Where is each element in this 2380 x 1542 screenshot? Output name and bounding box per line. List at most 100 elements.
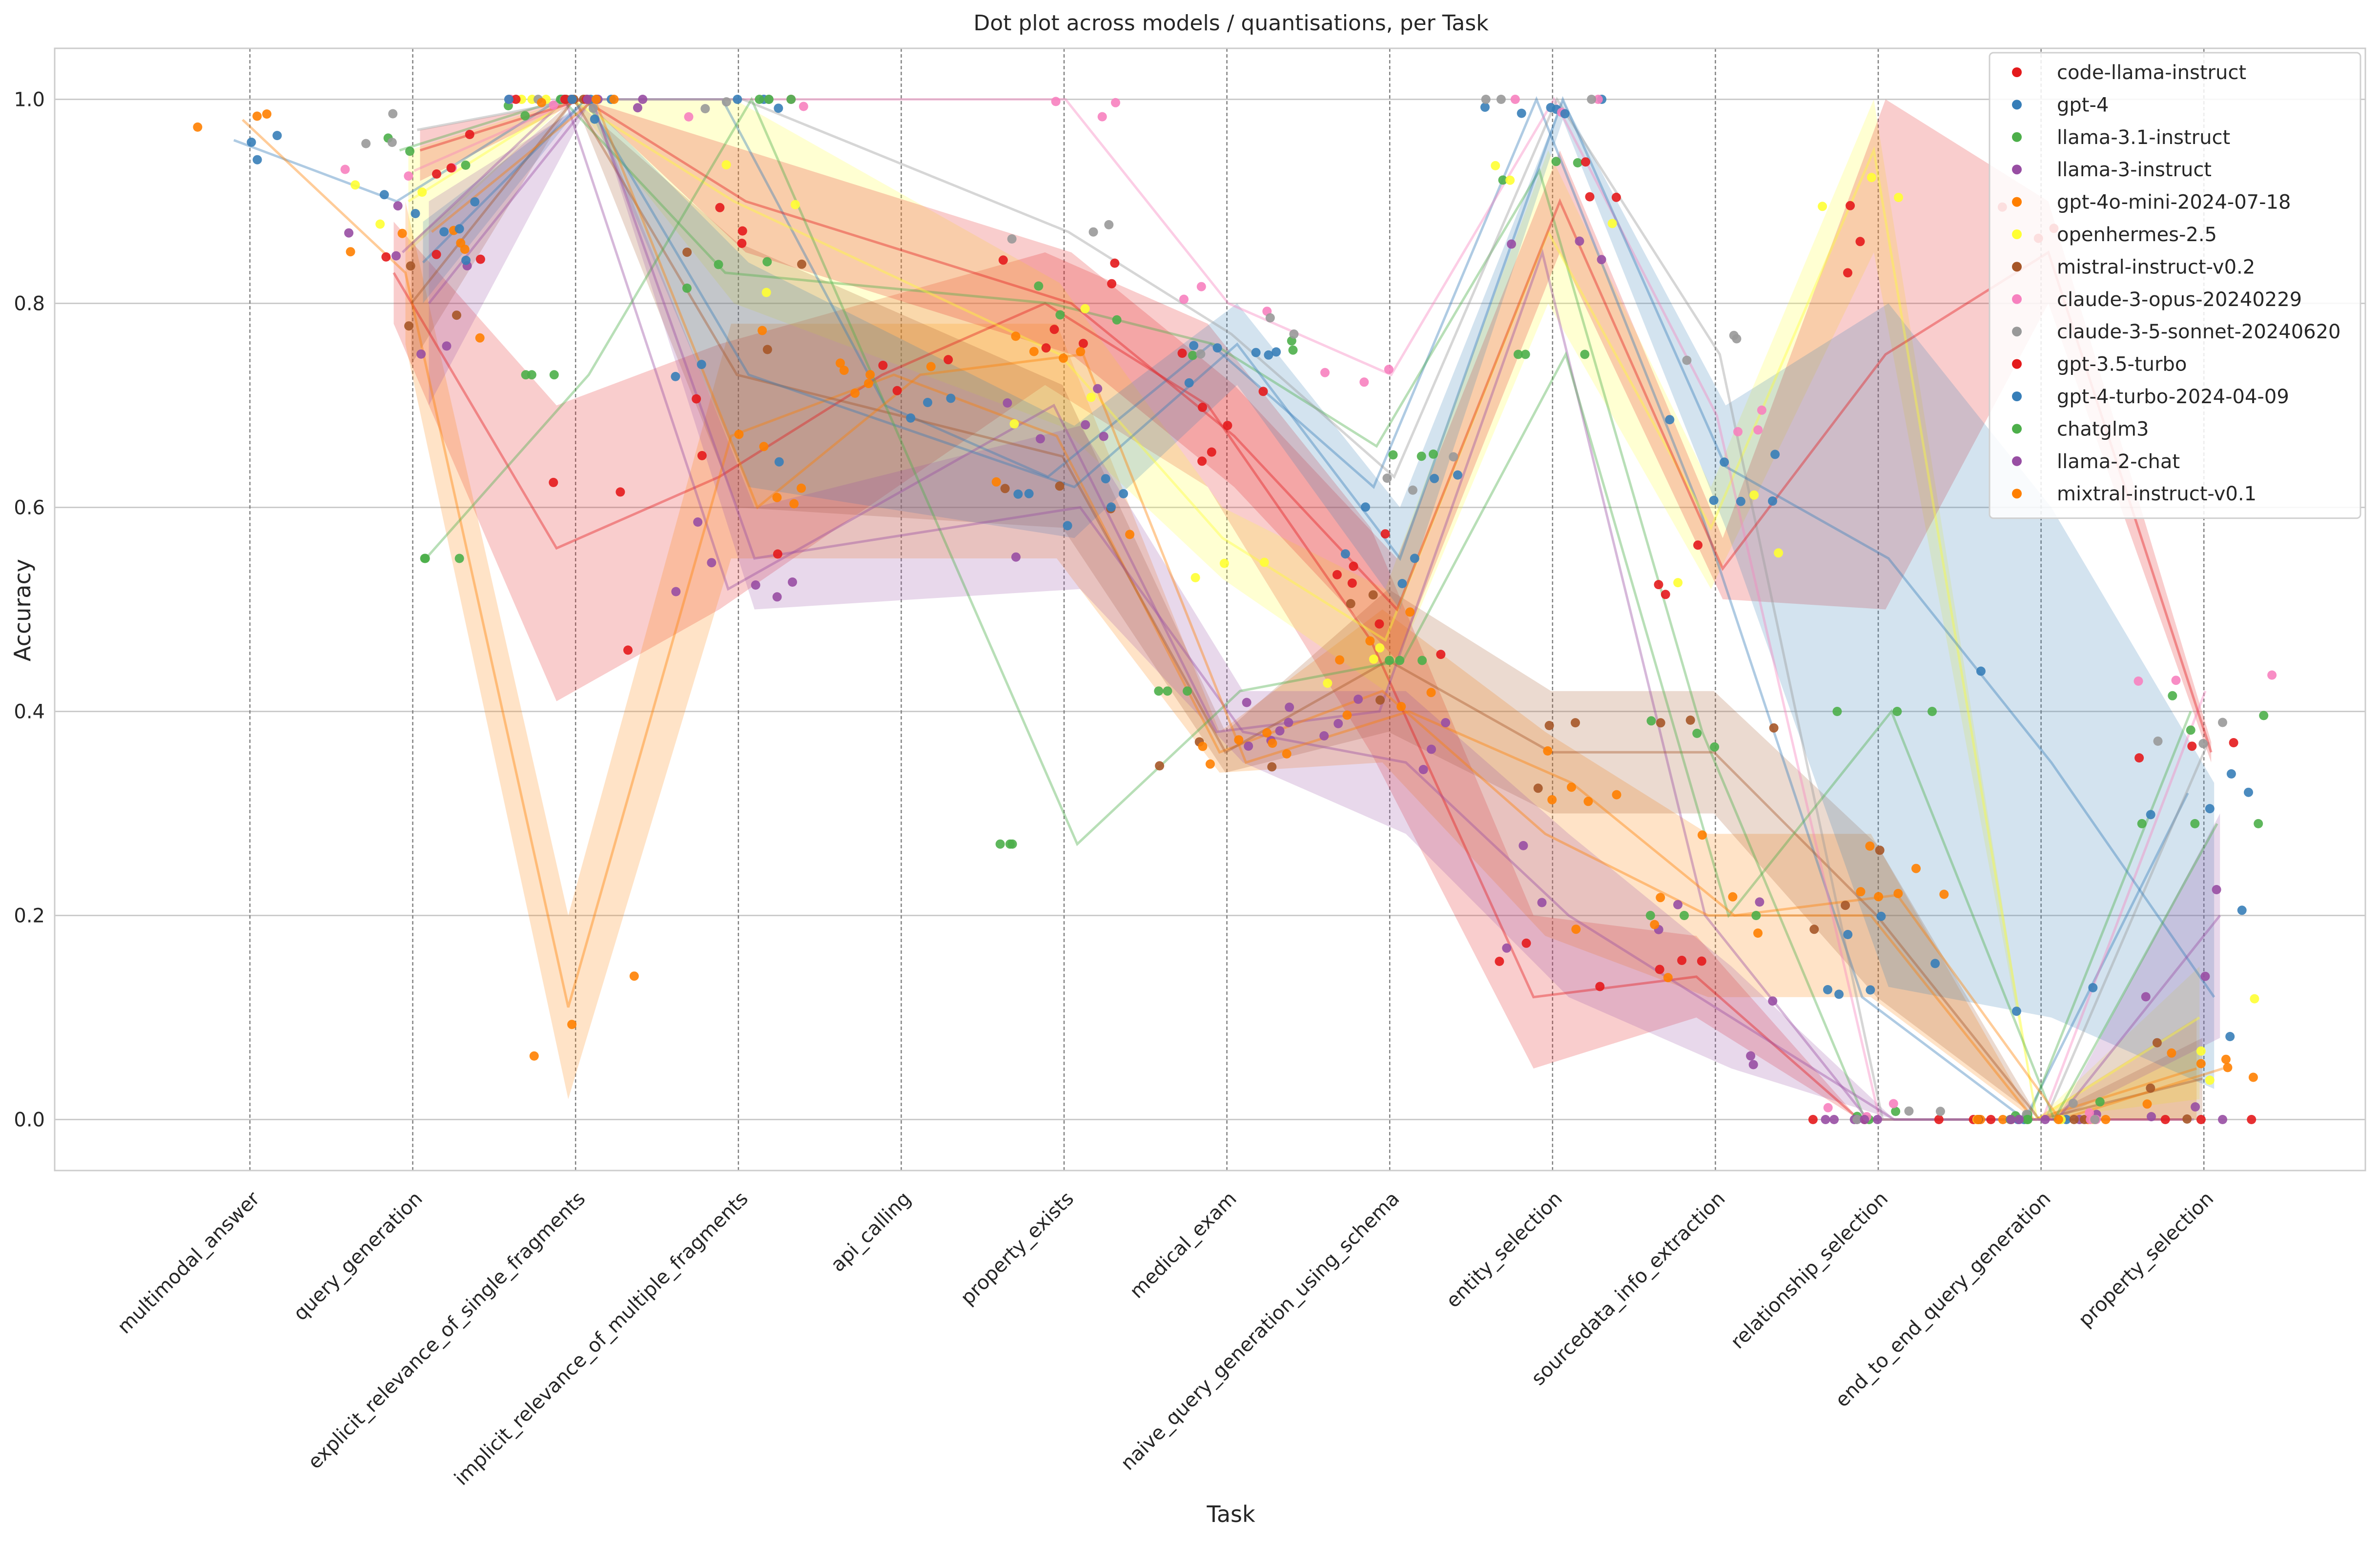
data-point	[1677, 956, 1687, 965]
data-point	[1408, 485, 1417, 495]
data-point	[772, 592, 782, 602]
data-point	[1205, 759, 1215, 769]
confidence-band	[393, 222, 2185, 1120]
data-point	[406, 261, 415, 271]
data-point	[1369, 654, 1378, 664]
data-point	[1595, 982, 1605, 991]
data-point	[1196, 349, 1206, 359]
data-point	[583, 95, 593, 104]
data-point	[1011, 552, 1021, 562]
data-point	[1099, 432, 1108, 441]
data-point	[1258, 387, 1268, 396]
legend-marker	[2012, 262, 2022, 272]
data-point	[2254, 819, 2263, 828]
data-point	[1567, 782, 1576, 792]
data-point	[1285, 702, 1294, 712]
data-point	[454, 224, 464, 234]
data-point	[1930, 959, 1940, 968]
data-point	[1480, 103, 1490, 112]
data-point	[839, 366, 849, 375]
data-point	[1834, 989, 1844, 999]
data-point	[404, 321, 414, 331]
data-point	[788, 577, 797, 587]
data-point	[1323, 678, 1333, 688]
legend-label: mixtral-instruct-v0.1	[2057, 483, 2257, 505]
data-point	[1384, 656, 1394, 665]
data-point	[2218, 718, 2227, 727]
data-point	[527, 370, 536, 380]
legend-marker	[2012, 424, 2022, 434]
data-point	[761, 288, 771, 297]
data-point	[2006, 1115, 2016, 1124]
data-point	[1013, 489, 1023, 499]
data-point	[1736, 496, 1745, 506]
data-point	[1852, 1115, 1862, 1124]
data-point	[2223, 1063, 2233, 1072]
confidence-band	[405, 201, 2197, 1120]
data-point	[1359, 377, 1369, 387]
data-point	[1284, 718, 1293, 727]
series-line	[399, 98, 2192, 1121]
data-point	[1005, 839, 1015, 849]
legend-label: gpt-4-turbo-2024-04-09	[2057, 386, 2289, 408]
data-point	[1904, 1106, 1914, 1116]
data-point	[1939, 889, 1949, 899]
y-tick-label: 0.4	[14, 701, 45, 723]
data-point	[2229, 738, 2238, 747]
data-point	[1251, 348, 1261, 357]
data-point	[714, 260, 723, 269]
data-point	[2085, 1108, 2094, 1118]
data-point	[1697, 956, 1706, 966]
data-point	[2168, 691, 2177, 700]
legend-marker	[2012, 67, 2022, 77]
data-point	[1749, 490, 1759, 500]
data-point	[1682, 355, 1692, 365]
data-point	[2101, 1115, 2111, 1124]
data-point	[417, 187, 427, 197]
data-point	[1808, 1115, 1818, 1124]
plot-frame	[54, 47, 2366, 1172]
data-point	[431, 249, 441, 259]
data-point	[1223, 421, 1232, 431]
legend-label: claude-3-5-sonnet-20240620	[2057, 321, 2341, 343]
data-point	[1495, 957, 1504, 966]
legend-label: gpt-4	[2057, 94, 2109, 116]
data-point	[1891, 1107, 1901, 1116]
data-point	[2191, 1102, 2200, 1112]
y-tick-label: 0.0	[14, 1109, 45, 1131]
data-point	[850, 389, 860, 398]
data-point	[864, 379, 873, 389]
data-point	[762, 257, 772, 267]
data-point	[2014, 1115, 2024, 1124]
data-point	[520, 111, 530, 121]
data-point	[1063, 521, 1072, 531]
data-point	[379, 190, 389, 200]
data-point	[1733, 427, 1743, 436]
legend-marker	[2012, 327, 2022, 337]
data-point	[1685, 715, 1695, 725]
data-point	[2134, 676, 2143, 686]
data-point	[2146, 1083, 2155, 1093]
data-point	[1507, 239, 1516, 249]
data-point	[1697, 830, 1707, 840]
data-point	[1426, 688, 1436, 698]
data-point	[1543, 746, 1553, 756]
data-point	[715, 203, 725, 212]
series-line	[428, 97, 2221, 1121]
data-point	[1841, 901, 1850, 910]
data-point	[1112, 315, 1122, 325]
data-point	[2053, 1115, 2063, 1124]
data-point	[1375, 619, 1384, 629]
data-point	[1340, 549, 1350, 559]
data-point	[2160, 1115, 2170, 1124]
data-point	[671, 371, 680, 381]
data-point	[762, 345, 772, 354]
data-point	[1059, 353, 1068, 363]
data-point	[1998, 1115, 2008, 1124]
data-point	[2088, 983, 2098, 992]
data-point	[549, 370, 559, 380]
data-point	[1928, 707, 1937, 716]
data-point	[549, 100, 558, 110]
series-line	[408, 98, 2200, 1122]
data-point	[789, 499, 799, 509]
